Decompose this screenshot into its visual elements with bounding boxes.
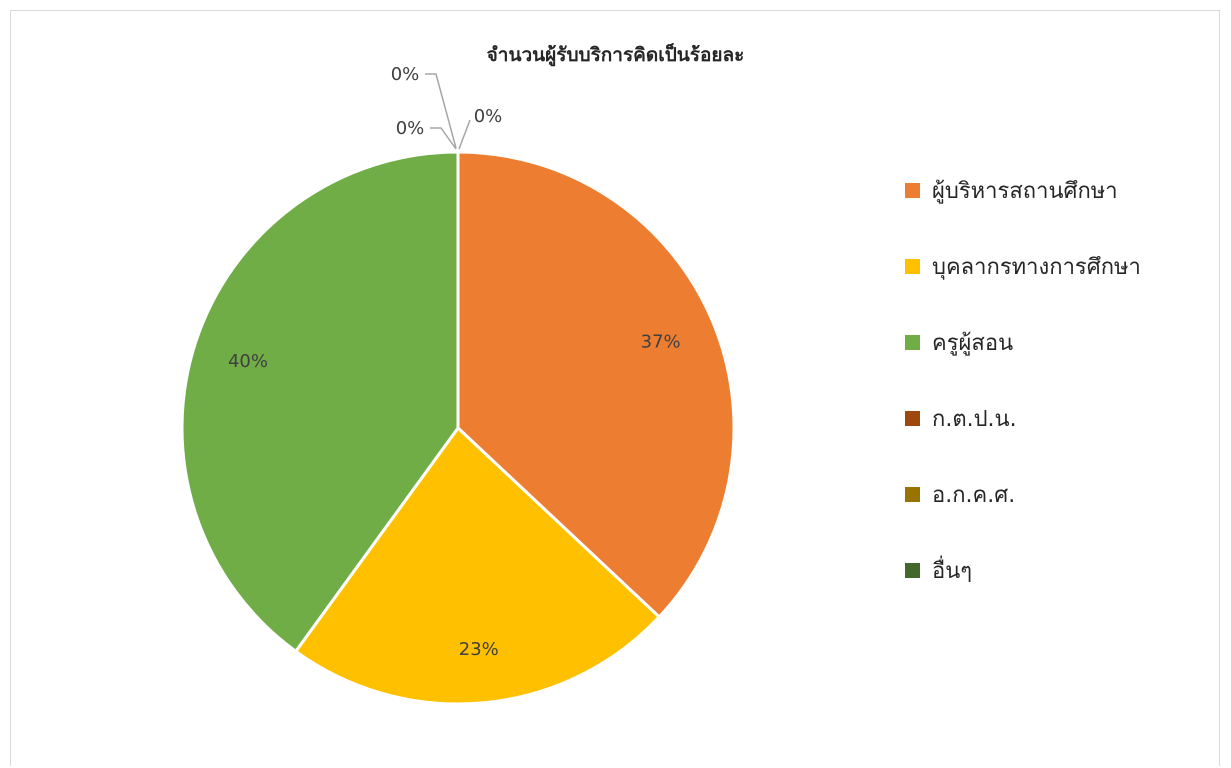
legend-swatch bbox=[905, 258, 920, 274]
legend-label: ผู้บริหารสถานศึกษา bbox=[932, 178, 1118, 204]
legend-item: ครูผู้สอน bbox=[905, 304, 1220, 380]
data-label-2: 23% bbox=[459, 639, 499, 660]
legend-label: ครูผู้สอน bbox=[932, 330, 1014, 356]
chart-title: จำนวนผู้รับบริการคิดเป็นร้อยละ bbox=[486, 44, 745, 66]
chart-legend: ผู้บริหารสถานศึกษาบุคลากรทางการศึกษาครูผ… bbox=[905, 152, 1220, 608]
leader-line-5 bbox=[430, 127, 457, 150]
legend-item: บุคลากรทางการศึกษา bbox=[905, 228, 1220, 304]
pie-slice-1 bbox=[456, 150, 736, 620]
legend-swatch bbox=[905, 334, 920, 350]
legend-item: ก.ต.ป.น. bbox=[905, 380, 1220, 456]
pie-slice-3 bbox=[180, 150, 460, 654]
legend-swatch bbox=[905, 410, 920, 426]
legend-item: อ.ก.ค.ศ. bbox=[905, 456, 1220, 532]
data-label-3: 40% bbox=[228, 351, 268, 372]
legend-swatch bbox=[905, 486, 920, 502]
legend-label: อ.ก.ค.ศ. bbox=[932, 482, 1016, 508]
legend-label: อื่นๆ bbox=[932, 558, 973, 584]
leader-line-4 bbox=[425, 73, 457, 149]
leader-line-6 bbox=[458, 119, 471, 150]
legend-swatch bbox=[905, 562, 920, 578]
data-label-4: 0% bbox=[391, 64, 420, 85]
pie-slice-2 bbox=[293, 425, 662, 706]
legend-item: อื่นๆ bbox=[905, 532, 1220, 608]
legend-label: บุคลากรทางการศึกษา bbox=[932, 254, 1141, 280]
legend-swatch bbox=[905, 182, 920, 198]
legend-label: ก.ต.ป.น. bbox=[932, 406, 1017, 432]
data-label-6: 0% bbox=[474, 106, 503, 127]
data-label-5: 0% bbox=[396, 118, 425, 139]
legend-item: ผู้บริหารสถานศึกษา bbox=[905, 152, 1220, 228]
data-label-1: 37% bbox=[641, 331, 681, 352]
